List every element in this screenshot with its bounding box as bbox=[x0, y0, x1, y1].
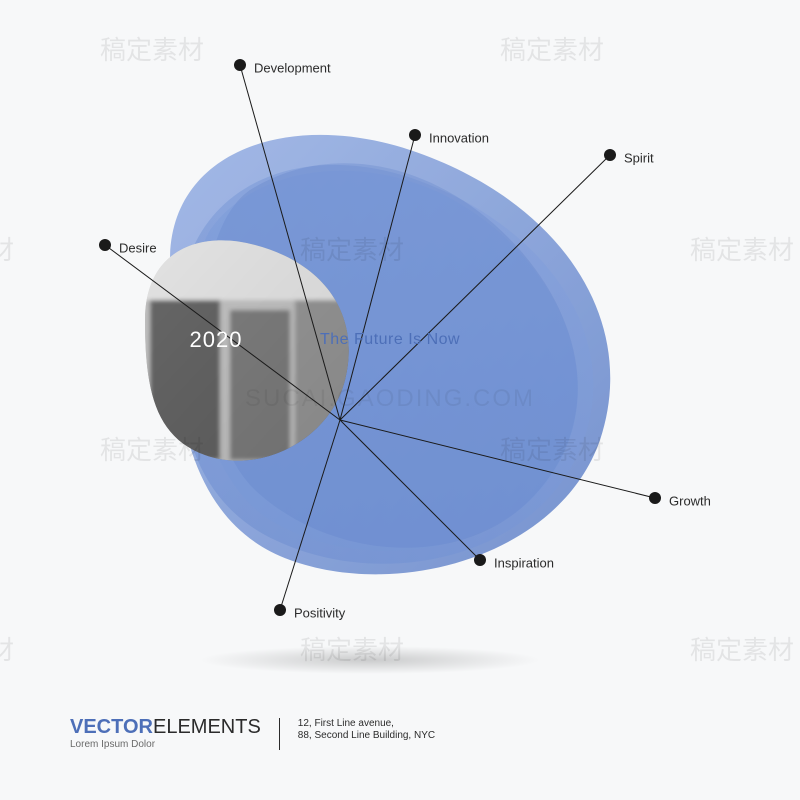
node-dot-development bbox=[234, 59, 246, 71]
footer-address-line2: 88, Second Line Building, NYC bbox=[298, 730, 435, 741]
node-dot-desire bbox=[99, 239, 111, 251]
center-year: 2020 bbox=[190, 327, 243, 353]
footer-title-strong: VECTOR bbox=[70, 716, 153, 739]
node-label-inspiration: Inspiration bbox=[494, 556, 554, 571]
node-dot-spirit bbox=[604, 149, 616, 161]
ground-shadow bbox=[200, 646, 540, 674]
footer: VECTOR ELEMENTS Lorem Ipsum Dolor 12, Fi… bbox=[70, 716, 435, 750]
node-label-desire: Desire bbox=[119, 241, 157, 256]
node-dot-innovation bbox=[409, 129, 421, 141]
footer-title-light: ELEMENTS bbox=[153, 716, 261, 739]
footer-divider bbox=[279, 718, 280, 750]
node-label-development: Development bbox=[254, 61, 331, 76]
node-label-spirit: Spirit bbox=[624, 151, 654, 166]
node-label-innovation: Innovation bbox=[429, 131, 489, 146]
center-tagline: The Future Is Now bbox=[320, 331, 460, 349]
node-dot-growth bbox=[649, 492, 661, 504]
node-label-growth: Growth bbox=[669, 494, 711, 509]
footer-address: 12, First Line avenue, 88, Second Line B… bbox=[298, 716, 435, 741]
footer-title: VECTOR ELEMENTS bbox=[70, 716, 261, 739]
footer-subtitle: Lorem Ipsum Dolor bbox=[70, 739, 261, 750]
node-label-positivity: Positivity bbox=[294, 606, 345, 621]
footer-address-line1: 12, First Line avenue, bbox=[298, 718, 435, 729]
node-dot-inspiration bbox=[474, 554, 486, 566]
footer-left: VECTOR ELEMENTS Lorem Ipsum Dolor bbox=[70, 716, 261, 750]
diagram-canvas bbox=[0, 0, 800, 800]
node-dot-positivity bbox=[274, 604, 286, 616]
